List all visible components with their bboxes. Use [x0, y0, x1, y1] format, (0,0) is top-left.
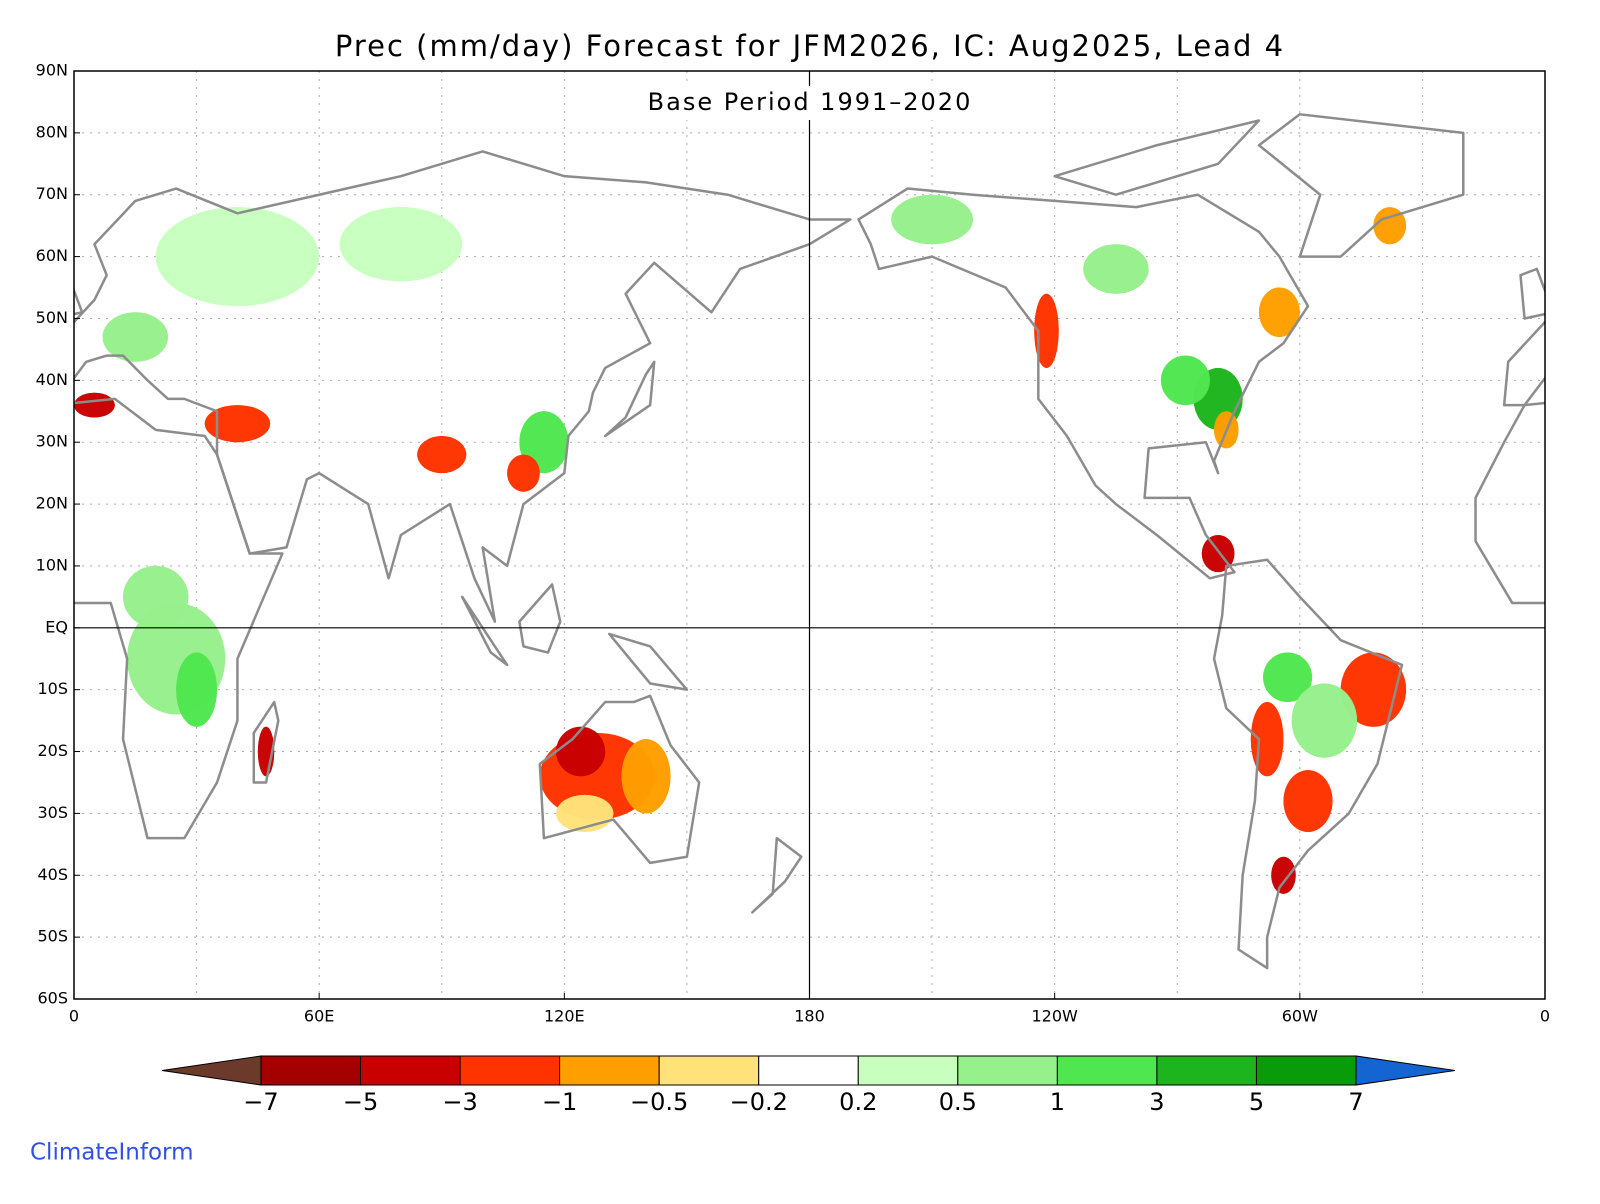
lat-label: 80N: [36, 122, 68, 141]
map: [74, 71, 1600, 999]
anomaly-area: [123, 565, 189, 628]
coastline: [74, 397, 284, 840]
coastline: [1053, 119, 1261, 196]
anomaly-area: [621, 739, 671, 814]
coastline: [460, 595, 509, 667]
lon-label: 120E: [544, 1007, 585, 1026]
anomaly-area: [176, 652, 218, 727]
anomaly-area: [1545, 393, 1586, 418]
colorbar-label: 1: [1050, 1088, 1065, 1116]
lon-label: 120W: [1031, 1007, 1078, 1026]
colorbar-min-arrow: [161, 1055, 262, 1086]
lon-label: 60E: [304, 1007, 334, 1026]
colorbar-label: −0.2: [730, 1088, 788, 1116]
colorbar-label: −5: [343, 1088, 378, 1116]
colorbar-label: 5: [1249, 1088, 1264, 1116]
coastline: [1474, 401, 1545, 605]
colorbar-box: [658, 1055, 760, 1086]
anomaly-area: [556, 726, 606, 777]
subtitle: Base Period 1991–2020: [648, 88, 973, 116]
lon-label: 0: [1540, 1007, 1550, 1026]
colorbar-label: −7: [243, 1088, 278, 1116]
anomaly-area: [1263, 652, 1313, 703]
lat-label: 20N: [36, 494, 68, 513]
coastline: [608, 632, 689, 691]
lat-label: 40S: [37, 865, 68, 884]
lat-label: 20S: [37, 741, 68, 760]
colorbar-label: −1: [542, 1088, 577, 1116]
anomaly-area: [1340, 652, 1407, 727]
anomaly-area: [1258, 287, 1300, 338]
anomaly-area: [1594, 566, 1600, 628]
anomaly-area: [155, 207, 320, 307]
title: Prec (mm/day) Forecast for JFM2026, IC: …: [335, 29, 1285, 63]
colorbar-label: −3: [442, 1088, 477, 1116]
coastline: [751, 836, 803, 914]
subtitle-bg: [600, 86, 1020, 120]
anomaly-area: [1083, 244, 1149, 294]
anomaly-area: [102, 312, 168, 362]
lon-label: 180: [794, 1007, 825, 1026]
colorbar-box: [758, 1055, 859, 1086]
lat-label: 60N: [36, 246, 68, 265]
coastline: [538, 694, 701, 865]
lat-label: 60S: [37, 989, 68, 1008]
colorbar-box: [857, 1055, 959, 1086]
colorbar-label: 3: [1149, 1088, 1164, 1116]
coastline: [1502, 320, 1545, 407]
colorbar-box: [360, 1055, 461, 1086]
coastline: [74, 150, 852, 623]
lat-label: 70N: [36, 184, 68, 203]
coastline: [603, 360, 656, 438]
coastline: [1212, 558, 1404, 970]
lat-label: 40N: [36, 370, 68, 389]
lon-label: 60W: [1282, 1007, 1318, 1026]
anomaly-area: [204, 405, 271, 443]
anomaly-area: [507, 454, 540, 492]
colorbar-label: 0.5: [939, 1088, 977, 1116]
lat-label: 30N: [36, 432, 68, 451]
coastline: [857, 187, 1310, 580]
coastline: [1257, 113, 1465, 258]
lat-label: 50N: [36, 308, 68, 327]
coastline: [1519, 267, 1545, 320]
anomaly-area: [1291, 683, 1358, 758]
colorbar-max-arrow: [1355, 1055, 1456, 1086]
anomaly-area: [1160, 355, 1210, 406]
anomaly-area: [1034, 293, 1059, 368]
lat-label: 10N: [36, 555, 68, 574]
lon-label: 0: [69, 1007, 79, 1026]
colorbar-box: [957, 1055, 1058, 1086]
colorbar-box: [559, 1055, 660, 1086]
colorbar-label: 0.2: [839, 1088, 877, 1116]
anomaly-area: [1271, 856, 1296, 894]
colorbar-box: [1156, 1055, 1257, 1086]
coastline: [518, 583, 562, 654]
lat-label: EQ: [45, 617, 68, 636]
credit: ClimateInform: [30, 1140, 194, 1166]
anomaly-area: [74, 392, 115, 418]
colorbar-box: [459, 1055, 561, 1086]
anomaly-area: [417, 436, 467, 474]
lat-label: 90N: [36, 61, 68, 80]
anomaly-area: [1283, 770, 1333, 832]
lat-label: 30S: [37, 803, 68, 822]
lat-label: 50S: [37, 927, 68, 946]
lat-label: 10S: [37, 679, 68, 698]
colorbar-box: [1056, 1055, 1158, 1086]
colorbar-box: [1255, 1055, 1357, 1086]
anomaly-area: [1373, 207, 1407, 245]
coastline: [252, 700, 280, 784]
anomaly-area: [1574, 312, 1600, 361]
colorbar-box: [260, 1055, 362, 1086]
anomaly-area: [1250, 702, 1284, 777]
anomaly-area: [339, 207, 463, 282]
colorbar-label: −0.5: [630, 1088, 688, 1116]
colorbar: −7 −5 −3 −1 −0.5 −0.2 0.2 0.5 1 3 5 7: [161, 1055, 1456, 1116]
anomaly-area: [891, 194, 973, 245]
colorbar-label: 7: [1348, 1088, 1363, 1116]
